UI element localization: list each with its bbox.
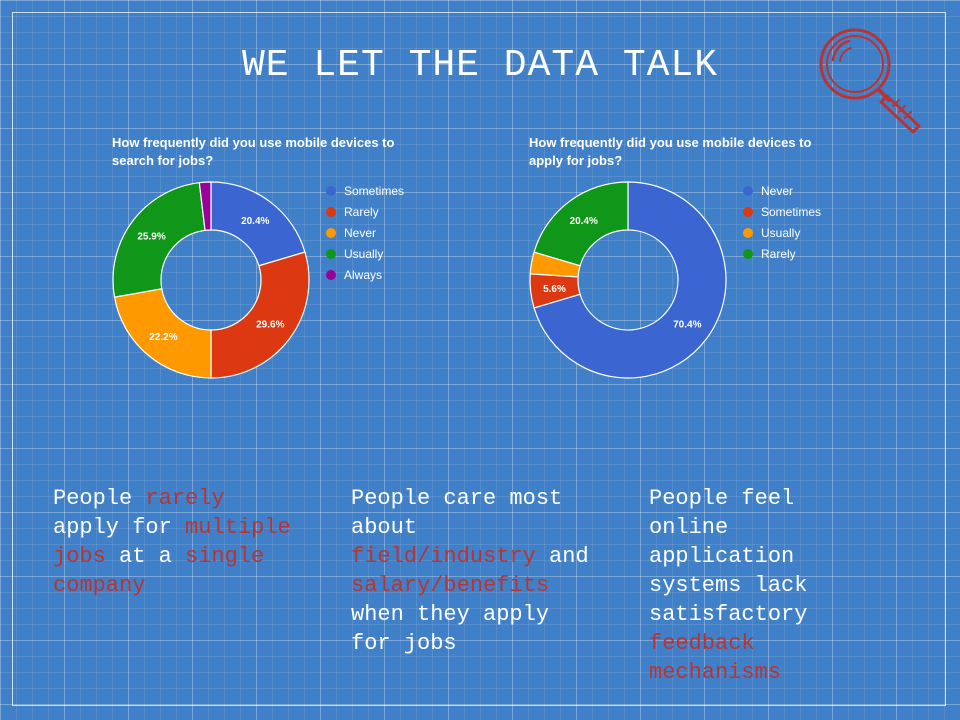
- legend-swatch: [743, 227, 753, 238]
- highlighted-text: salary/benefits: [351, 573, 550, 598]
- legend-label: Rarely: [344, 204, 379, 219]
- legend-item-search-rarely: Rarely: [326, 201, 404, 222]
- slice-label-apply-never: 70.4%: [673, 320, 701, 331]
- legend-item-search-never: Never: [326, 222, 404, 243]
- legend-swatch: [326, 248, 336, 259]
- slice-search-usually: [112, 182, 206, 298]
- takeaway-text-2: People care most about field/industry an…: [351, 484, 591, 658]
- legend-swatch: [326, 206, 336, 217]
- highlighted-text: multiple jobs: [53, 515, 291, 569]
- body-text: when they apply for jobs: [351, 602, 550, 656]
- legend-swatch: [326, 227, 336, 238]
- body-text: and: [535, 544, 589, 569]
- takeaway-text-1: People rarely apply for multiple jobs at…: [53, 484, 303, 600]
- slice-search-never: [113, 288, 212, 379]
- legend-label: Usually: [344, 246, 384, 261]
- slice-label-apply-rarely: 20.4%: [570, 216, 598, 227]
- legend-search: Sometimes Rarely Never Usually Always: [326, 180, 404, 285]
- legend-apply: Never Sometimes Usually Rarely: [743, 180, 821, 264]
- slice-label-search-never: 22.2%: [149, 332, 177, 343]
- highlighted-text: rarely: [145, 486, 225, 511]
- slice-search-always: [198, 181, 212, 232]
- legend-swatch: [743, 206, 753, 217]
- legend-item-search-always: Always: [326, 264, 404, 285]
- legend-item-search-sometimes: Sometimes: [326, 180, 404, 201]
- donut-chart-apply: 70.4% 5.6% 20.4%: [529, 181, 727, 379]
- takeaway-text-3: People feel online application systems l…: [649, 484, 869, 687]
- body-text: People care most about: [351, 486, 563, 540]
- highlighted-text: feedback mechanisms: [649, 631, 782, 685]
- slice-label-search-rarely: 29.6%: [256, 320, 284, 331]
- slice-label-apply-sometimes: 5.6%: [543, 284, 566, 295]
- legend-swatch: [326, 185, 336, 196]
- legend-item-apply-usually: Usually: [743, 222, 821, 243]
- highlighted-text: field/industry: [351, 544, 536, 569]
- body-text: apply for: [53, 515, 186, 540]
- slice-search-rarely: [210, 251, 310, 379]
- legend-item-search-usually: Usually: [326, 243, 404, 264]
- slice-search-sometimes: [210, 181, 306, 267]
- legend-item-apply-sometimes: Sometimes: [743, 201, 821, 222]
- highlighted-text: single company: [53, 544, 265, 598]
- slide-frame: [12, 12, 946, 706]
- donut-chart-search: 20.4% 29.6% 22.2% 25.9%: [112, 181, 310, 379]
- legend-swatch: [743, 185, 753, 196]
- magnifying-glass-icon: [819, 28, 921, 134]
- body-text: People: [53, 486, 146, 511]
- slice-label-search-sometimes: 20.4%: [241, 216, 269, 227]
- legend-label: Never: [761, 183, 794, 198]
- legend-label: Never: [344, 225, 377, 240]
- chart-title-apply: How frequently did you use mobile device…: [529, 135, 812, 168]
- slice-label-search-usually: 25.9%: [137, 231, 165, 242]
- legend-item-apply-rarely: Rarely: [743, 243, 821, 264]
- legend-swatch: [326, 269, 336, 280]
- legend-item-apply-never: Never: [743, 180, 821, 201]
- body-text: at a: [105, 544, 186, 569]
- chart-title-search: How frequently did you use mobile device…: [112, 135, 395, 168]
- legend-label: Always: [344, 267, 383, 282]
- legend-label: Sometimes: [344, 183, 405, 198]
- legend-swatch: [743, 248, 753, 259]
- slice-apply-never: [533, 181, 727, 379]
- legend-label: Usually: [761, 225, 801, 240]
- legend-label: Rarely: [761, 246, 796, 261]
- slice-apply-rarely: [533, 181, 629, 267]
- body-text: People feel online application systems l…: [649, 486, 808, 627]
- slide-title: WE LET THE DATA TALK: [241, 44, 719, 87]
- legend-label: Sometimes: [761, 204, 822, 219]
